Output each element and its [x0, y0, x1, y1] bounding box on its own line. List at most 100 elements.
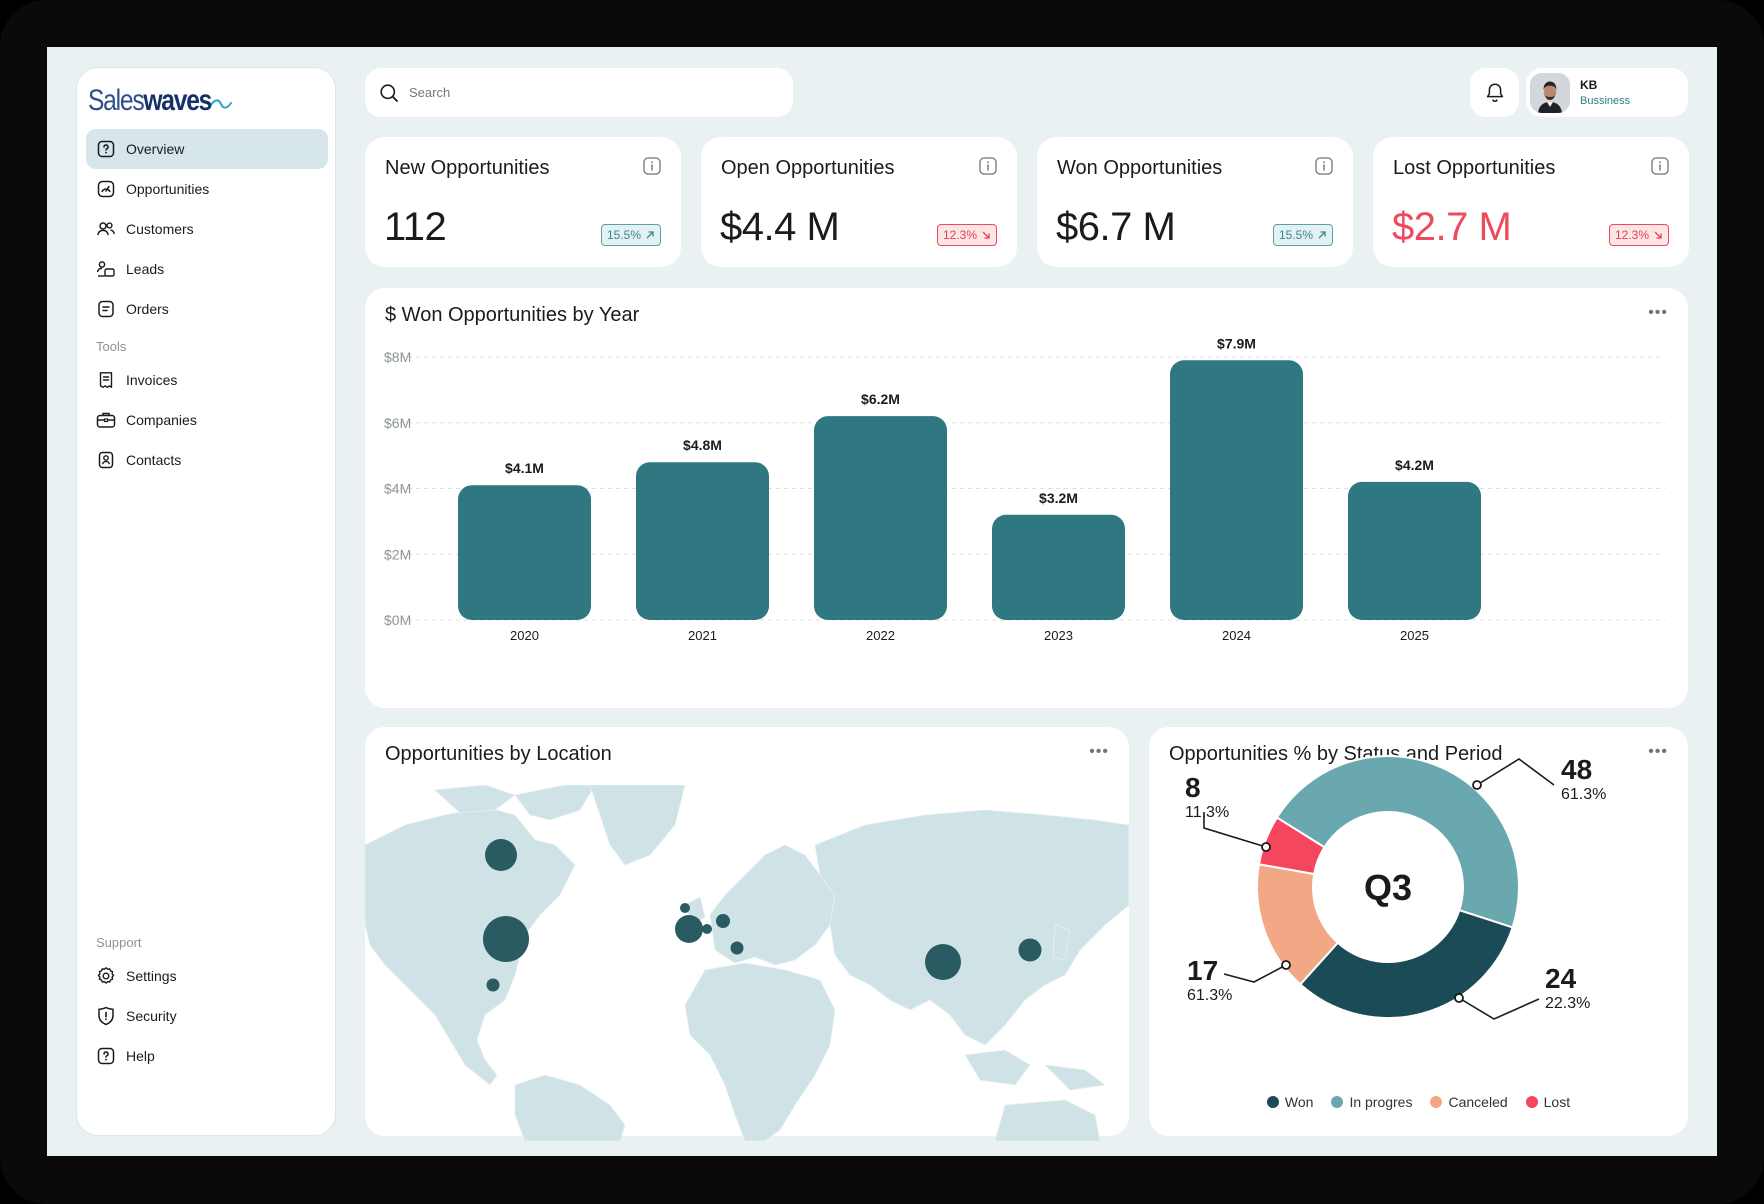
- callout-percent: 61.3%: [1187, 987, 1232, 1004]
- donut-slice-lost[interactable]: [1257, 816, 1326, 875]
- bar-value-label: $4.8M: [683, 437, 722, 453]
- bell-icon: [1486, 82, 1503, 102]
- callout-line: [1476, 758, 1555, 786]
- info-icon[interactable]: [979, 157, 997, 175]
- callout-line: [1223, 964, 1287, 983]
- info-icon[interactable]: [1651, 157, 1669, 175]
- user-menu[interactable]: KB Bussiness: [1526, 68, 1688, 117]
- more-options-icon[interactable]: •••: [1648, 743, 1668, 760]
- bar-2023[interactable]: [992, 514, 1125, 620]
- bar-2021[interactable]: [636, 462, 769, 620]
- map-bubble-japan[interactable]: [1018, 938, 1042, 962]
- card-title: $ Won Opportunities by Year: [385, 304, 640, 326]
- y-tick-label: $4M: [384, 481, 411, 497]
- bar-value-label: $4.2M: [1395, 457, 1434, 473]
- notifications-button[interactable]: [1470, 68, 1519, 117]
- kpi-value: $2.7 M: [1392, 205, 1512, 249]
- legend-label-lost: Lost: [1543, 1094, 1571, 1110]
- donut-legend: Won In progres Canceled Lost: [1149, 1094, 1688, 1110]
- brand-name-bold: waves: [143, 84, 212, 117]
- arrow-down-right-icon: [982, 231, 990, 239]
- bar-value-label: $3.2M: [1039, 490, 1078, 506]
- bar-2022[interactable]: [814, 416, 947, 620]
- bar-2024[interactable]: [1170, 360, 1303, 620]
- map-bubble-germany[interactable]: [702, 924, 712, 934]
- info-icon[interactable]: [643, 157, 661, 175]
- kpi-title: Won Opportunities: [1057, 157, 1223, 179]
- more-options-icon[interactable]: •••: [1648, 304, 1668, 321]
- callout-line: [1203, 812, 1267, 848]
- kpi-card-new-opportunities: New Opportunities 112 15.5%: [365, 137, 681, 267]
- sidebar-item-opportunities[interactable]: Opportunities: [86, 169, 328, 209]
- section-heading-support: Support: [96, 935, 142, 950]
- kpi-value: 112: [384, 205, 447, 249]
- callout-count: 8: [1185, 772, 1201, 803]
- map-bubble-italy[interactable]: [730, 941, 744, 955]
- trend-badge: 12.3%: [936, 224, 997, 246]
- trend-badge: 15.5%: [600, 224, 661, 246]
- callout-dot: [1281, 960, 1291, 970]
- more-options-icon[interactable]: •••: [1089, 743, 1109, 760]
- legend-item-won[interactable]: Won: [1266, 1094, 1314, 1110]
- y-tick-label: $0M: [384, 612, 411, 628]
- info-icon[interactable]: [1315, 157, 1333, 175]
- section-heading-tools: Tools: [96, 339, 127, 354]
- search-input[interactable]: [409, 85, 709, 100]
- map-bubble-france[interactable]: [675, 915, 703, 943]
- sidebar-item-label: Contacts: [126, 452, 182, 468]
- won-by-year-card: $ Won Opportunities by Year ••• $0M $2M $4…: [365, 288, 1688, 708]
- y-tick-label: $8M: [384, 349, 411, 365]
- briefcase-icon: [96, 410, 116, 430]
- legend-item-canceled[interactable]: Canceled: [1430, 1094, 1508, 1110]
- search-bar[interactable]: [365, 68, 793, 117]
- callout-percent: 22.3%: [1545, 995, 1590, 1012]
- sidebar: Saleswaves Overview Opportunities Custom…: [76, 67, 336, 1136]
- legend-item-in-progress[interactable]: In progres: [1331, 1094, 1412, 1110]
- callout-percent: 11.3%: [1185, 804, 1229, 821]
- sidebar-item-customers[interactable]: Customers: [86, 209, 328, 249]
- map-bubble-usa[interactable]: [483, 916, 529, 962]
- bar-value-label: $7.9M: [1217, 335, 1256, 351]
- donut-slice-in-progress[interactable]: [1275, 755, 1520, 929]
- contact-book-icon: [96, 450, 116, 470]
- nav-support: Support Settings Security Help: [86, 930, 328, 1076]
- map-bubble-mexico[interactable]: [486, 978, 500, 992]
- sidebar-item-security[interactable]: Security: [86, 996, 328, 1036]
- callout-dot: [1472, 780, 1482, 790]
- leads-icon: [96, 259, 116, 279]
- shield-icon: [96, 1006, 116, 1026]
- sidebar-item-companies[interactable]: Companies: [86, 400, 328, 440]
- sidebar-item-contacts[interactable]: Contacts: [86, 440, 328, 480]
- sidebar-item-invoices[interactable]: Invoices: [86, 360, 328, 400]
- kpi-value: $6.7 M: [1056, 205, 1176, 249]
- donut-center-label: Q3: [1364, 867, 1412, 908]
- donut-slice-won[interactable]: [1299, 909, 1514, 1019]
- world-map[interactable]: [365, 785, 1129, 1141]
- bar-2020[interactable]: [458, 485, 591, 620]
- sidebar-item-orders[interactable]: Orders: [86, 289, 328, 329]
- callout-dot: [1261, 842, 1271, 852]
- legend-label-won: Won: [1284, 1094, 1314, 1110]
- legend-item-lost[interactable]: Lost: [1525, 1094, 1571, 1110]
- map-bubble-poland[interactable]: [716, 914, 730, 928]
- user-role: Bussiness: [1580, 95, 1631, 107]
- brand-logo[interactable]: Saleswaves: [88, 84, 233, 118]
- gear-icon: [96, 966, 116, 986]
- map-bubble-canada[interactable]: [485, 839, 517, 871]
- x-tick-label: 2022: [866, 628, 895, 643]
- map-land: [365, 785, 1129, 1141]
- map-bubble-uk[interactable]: [680, 903, 690, 913]
- bar-2025[interactable]: [1348, 481, 1481, 620]
- kpi-card-open-opportunities: Open Opportunities $4.4 M 12.3%: [701, 137, 1017, 267]
- nav-tools: Tools Invoices Companies Contacts: [86, 334, 328, 480]
- map-bubble-china[interactable]: [925, 944, 961, 980]
- sidebar-item-label: Security: [126, 1008, 177, 1024]
- sidebar-item-help[interactable]: Help: [86, 1036, 328, 1076]
- sidebar-item-settings[interactable]: Settings: [86, 956, 328, 996]
- sidebar-item-overview[interactable]: Overview: [86, 129, 328, 169]
- sidebar-item-leads[interactable]: Leads: [86, 249, 328, 289]
- nav-main: Overview Opportunities Customers Leads O…: [86, 129, 328, 329]
- arrow-up-right-icon: [646, 231, 654, 239]
- sidebar-item-label: Opportunities: [126, 181, 210, 197]
- trend-badge: 12.3%: [1608, 224, 1669, 246]
